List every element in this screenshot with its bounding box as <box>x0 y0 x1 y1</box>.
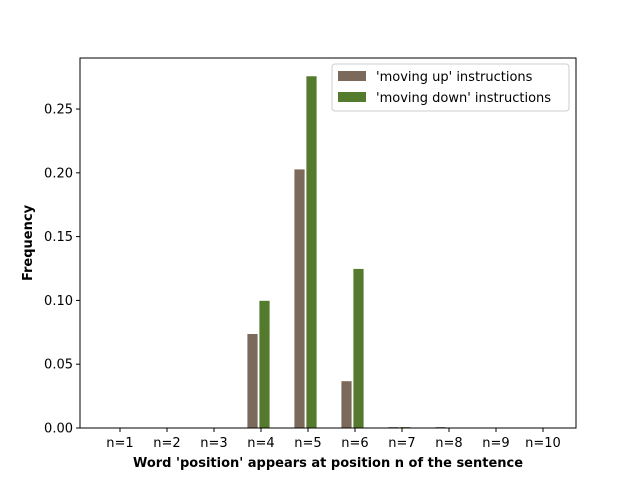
legend: 'moving up' instructions 'moving down' i… <box>331 63 570 112</box>
y-axis-ticks: 0.00 0.05 0.10 0.15 0.20 0.25 <box>44 103 80 437</box>
x-axis-label: Word 'position' appears at position n of… <box>133 456 523 471</box>
plot-frame <box>79 57 577 429</box>
x-tick-label: n=2 <box>153 436 180 451</box>
x-tick-label: n=10 <box>525 436 561 451</box>
bars-group <box>246 75 447 429</box>
legend-swatch-moving-down <box>338 92 366 102</box>
y-tick-label: 0.15 <box>44 230 73 245</box>
legend-label-moving-down: 'moving down' instructions <box>376 91 551 106</box>
x-axis-ticks: n=1 n=2 n=3 n=4 n=5 n=6 n=7 n=8 n=9 n=10 <box>106 428 561 451</box>
legend-box <box>331 63 570 112</box>
x-tick-label: n=5 <box>294 436 321 451</box>
x-tick-label: n=4 <box>247 436 274 451</box>
x-tick-label: n=9 <box>482 436 509 451</box>
bar-series2-n5 <box>305 75 318 429</box>
y-tick-label: 0.05 <box>44 358 73 373</box>
x-tick-label: n=3 <box>200 436 227 451</box>
x-tick-label: n=8 <box>435 436 462 451</box>
x-tick-label: n=7 <box>388 436 415 451</box>
bar-series2-n4 <box>258 300 271 429</box>
y-tick-label: 0.00 <box>44 422 73 437</box>
bar-series2-n6 <box>352 268 365 429</box>
bar-series1-n4 <box>246 333 259 429</box>
x-tick-label: n=6 <box>341 436 368 451</box>
x-tick-label: n=1 <box>106 436 133 451</box>
bar-series1-n6 <box>340 380 353 429</box>
y-tick-label: 0.20 <box>44 166 73 181</box>
y-axis-label: Frequency <box>21 204 36 281</box>
legend-swatch-moving-up <box>338 71 366 81</box>
bar-series1-n5 <box>293 168 306 429</box>
legend-label-moving-up: 'moving up' instructions <box>376 70 533 85</box>
y-tick-label: 0.10 <box>44 294 73 309</box>
y-tick-label: 0.25 <box>44 103 73 118</box>
